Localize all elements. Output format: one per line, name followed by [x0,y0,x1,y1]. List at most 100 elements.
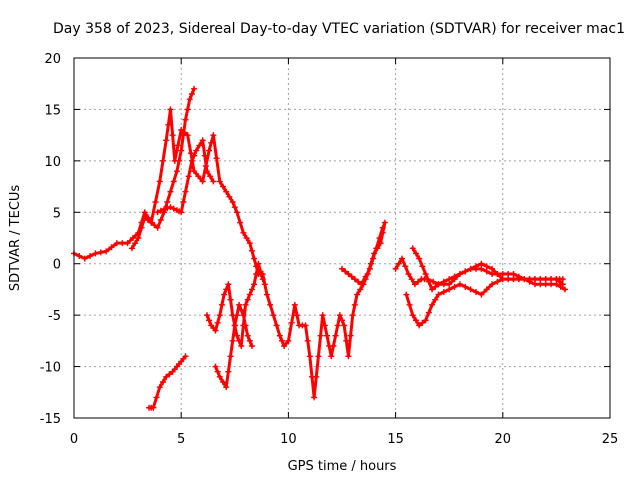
y-tick-label: 20 [44,52,61,67]
data-point [212,327,219,334]
data-point [233,312,240,319]
data-point [419,263,426,270]
data-point [132,240,139,247]
data-point [412,317,419,324]
data-point [163,137,170,144]
data-point [182,116,189,123]
data-point [306,353,313,360]
data-point [188,91,195,97]
data-point [218,301,225,308]
data-point [399,255,406,262]
x-tick-label: 25 [602,432,619,447]
data-point [138,224,145,231]
data-point [345,271,352,277]
data-point [499,271,506,277]
data-point [240,229,247,236]
data-point [92,250,99,257]
grid [74,58,610,418]
data-point [159,157,166,164]
data-point [225,281,232,288]
data-point [157,217,164,223]
data-point [261,281,268,288]
data-point [317,332,324,339]
data-point [167,106,174,113]
chart-title: Day 358 of 2023, Sidereal Day-to-day VTE… [53,21,625,37]
data-point [342,268,349,275]
data-point [291,301,298,308]
data-point [152,199,159,205]
data-point [156,384,163,391]
data-point [161,206,168,213]
data-point [176,157,183,164]
data-point [210,178,217,185]
data-point [515,276,522,283]
x-tick-labels: 0 5 10 15 20 25 [70,432,618,447]
data-point [334,322,341,329]
data-point [494,278,501,285]
data-point [164,205,171,212]
data-point [478,260,485,267]
x-tick-label: 5 [177,432,185,447]
data-point [376,235,383,241]
data-point [339,265,345,272]
data-point [199,178,206,185]
data-point [159,379,166,385]
data-point [191,168,198,175]
data-point [129,235,136,241]
data-point [76,253,83,259]
data-point [542,276,549,283]
data-point [435,291,442,298]
data-point [259,276,266,283]
data-point [483,286,490,293]
y-tick-labels: -15 -10 -5 0 5 10 15 20 [40,52,61,427]
data-point [392,265,399,272]
data-point [489,265,496,272]
data-point [199,137,206,144]
data-point [185,173,192,180]
data-point [240,312,247,319]
data-point [244,296,251,303]
data-point [167,204,174,211]
data-point [370,255,377,262]
series-low-branch [146,353,189,411]
data-point [347,332,354,339]
data-point [355,278,362,285]
data-point [223,384,230,391]
data-point [243,235,250,241]
data-point [180,199,187,205]
y-tick-label: 0 [53,258,61,273]
data-point [169,132,176,139]
data-point [237,219,244,226]
data-point [263,291,270,298]
y-tick-label: -5 [48,309,61,324]
data-point [313,373,320,380]
data-point [473,263,479,270]
series-dip-cluster-a [203,260,266,349]
data-point [246,337,253,344]
x-tick-label: 15 [387,432,404,447]
data-point [339,317,345,324]
data-point [366,265,373,272]
data-point [451,283,458,290]
data-point [467,286,474,293]
data-point [206,147,213,154]
data-point [336,312,343,319]
data-point [157,207,164,214]
data-point [451,273,458,280]
data-point [246,291,253,298]
data-point [446,281,453,288]
data-point [207,173,214,180]
data-point [446,286,453,293]
data-point [108,244,115,251]
data-point [412,250,419,257]
data-point [402,263,409,270]
data-point [173,168,180,175]
data-point [548,281,555,288]
data-point [415,278,422,285]
data-point [141,214,148,221]
data-point [462,283,469,290]
data-point [526,278,533,285]
data-point [135,235,142,241]
data-point [456,281,463,288]
data-point [341,322,348,329]
